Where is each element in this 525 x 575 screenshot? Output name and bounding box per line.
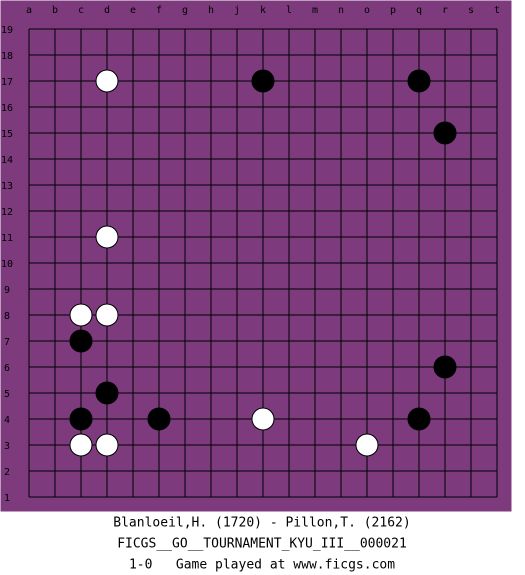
black-stone: [69, 407, 93, 431]
column-label: d: [104, 5, 110, 16]
row-label: 18: [1, 51, 13, 62]
players: Blanloeil,H. (1720) - Pillon,T. (2162): [113, 516, 410, 531]
row-label: 9: [4, 285, 10, 296]
row-label: 14: [1, 155, 13, 166]
column-label: c: [78, 5, 84, 16]
white-stone: [251, 407, 275, 431]
black-stone: [251, 69, 275, 93]
result: 1-0 Game played at www.ficgs.com: [129, 558, 395, 573]
column-label: p: [390, 5, 396, 16]
row-label: 5: [4, 389, 10, 400]
white-stone: [69, 303, 93, 327]
row-label: 10: [1, 259, 13, 270]
white-stone: [95, 69, 119, 93]
black-stone: [433, 355, 457, 379]
column-label: n: [338, 5, 344, 16]
white-stone: [69, 433, 93, 457]
row-label: 13: [1, 181, 13, 192]
black-stone: [407, 69, 431, 93]
column-label: r: [442, 5, 448, 16]
column-label: k: [260, 5, 266, 16]
row-label: 8: [4, 311, 10, 322]
column-label: o: [364, 5, 370, 16]
row-label: 7: [4, 337, 10, 348]
column-label: f: [156, 5, 162, 16]
coordinate-labels: a b c d e f g h j k l m n o p q r s t191817161514131211109…: [1, 5, 500, 504]
column-label: q: [416, 5, 422, 16]
column-label: a: [26, 5, 32, 16]
row-label: 1: [4, 493, 10, 504]
column-label: h: [208, 5, 214, 16]
row-label: 6: [4, 363, 10, 374]
column-label: b: [52, 5, 58, 16]
column-label: e: [130, 5, 136, 16]
row-label: 17: [1, 77, 13, 88]
row-label: 4: [4, 415, 10, 426]
white-stone: [95, 433, 119, 457]
row-label: 3: [4, 441, 10, 452]
black-stone: [147, 407, 171, 431]
black-stone: [407, 407, 431, 431]
row-label: 16: [1, 103, 13, 114]
column-label: l: [286, 5, 292, 16]
row-label: 15: [1, 129, 13, 140]
white-stone: [355, 433, 379, 457]
column-label: m: [312, 5, 318, 16]
column-label: g: [182, 5, 188, 16]
black-stone: [95, 381, 119, 405]
row-label: 12: [1, 207, 13, 218]
black-stone: [433, 121, 457, 145]
row-label: 2: [4, 467, 10, 478]
row-label: 19: [1, 25, 13, 36]
event: FICGS__GO__TOURNAMENT_KYU_III__000021: [117, 537, 407, 552]
black-stone: [69, 329, 93, 353]
row-label: 11: [1, 233, 13, 244]
white-stone: [95, 225, 119, 249]
column-label: t: [494, 5, 500, 16]
white-stone: [95, 303, 119, 327]
column-label: s: [468, 5, 474, 16]
stones: [69, 69, 457, 457]
column-label: j: [234, 5, 240, 16]
